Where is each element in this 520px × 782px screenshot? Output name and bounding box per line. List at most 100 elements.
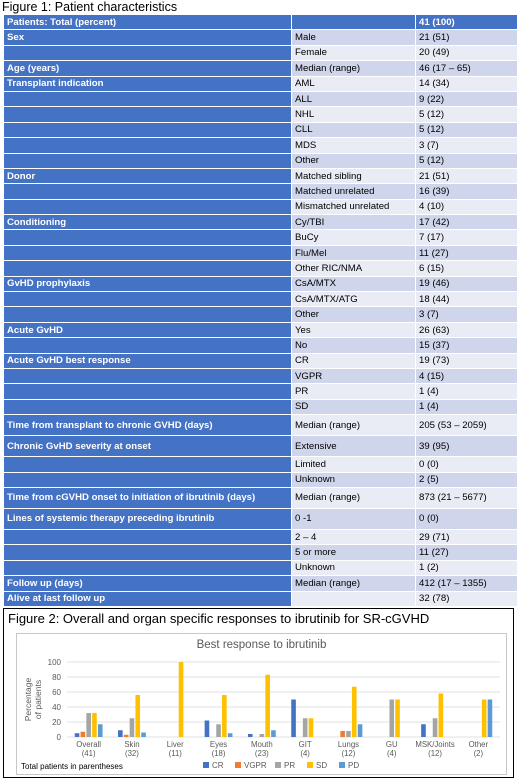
row-value: 11 (27) <box>415 244 518 262</box>
table-row: Chronic GvHD severity at onset Extensive 3… <box>3 435 518 458</box>
bar-cr-mouth <box>247 734 253 737</box>
table-row: CsA/MTX/ATG 18 (44) <box>3 291 518 308</box>
table-row: PR 1 (4) <box>3 383 518 400</box>
row-label: Lines of systemic therapy preceding ibru… <box>3 507 292 530</box>
table-header-row: Patients: Total (percent) 41 (100) <box>3 13 518 31</box>
row-category: Yes <box>291 321 416 339</box>
bar-sd-other <box>481 699 487 737</box>
row-value: 6 (15) <box>415 260 518 277</box>
table-row: Acute GvHD Yes 26 (63) <box>3 321 518 339</box>
row-value: 19 (73) <box>415 352 518 369</box>
bar-sd-git <box>308 718 314 737</box>
row-label: Sex <box>3 29 292 46</box>
table-row: Acute GvHD best response CR 19 (73) <box>3 352 518 369</box>
table-row: NHL 5 (12) <box>3 106 518 123</box>
row-value: 5 (12) <box>415 106 518 123</box>
row-category: NHL <box>291 106 416 123</box>
y-tick-label: 80 <box>52 673 61 682</box>
bar-pr-mskjoints <box>432 718 438 737</box>
table-row: MDS 3 (7) <box>3 137 518 154</box>
row-label <box>3 198 292 216</box>
table-row: Follow up (days) Median (range) 412 (17 – … <box>3 575 518 592</box>
table-row: VGPR 4 (15) <box>3 367 518 385</box>
legend-label-pr: PR <box>284 761 295 770</box>
row-category: Median (range) <box>291 60 416 77</box>
x-tick-label: Overall <box>76 740 101 749</box>
row-category: CsA/MTX/ATG <box>291 291 416 308</box>
row-label <box>3 398 292 416</box>
row-category: 0 -1 <box>291 507 416 530</box>
row-category: Unknown <box>291 471 416 488</box>
bar-cr-mskjoints <box>421 724 426 737</box>
bar-cr-skin <box>118 730 123 737</box>
row-label <box>3 44 292 62</box>
header-label: Patients: Total (percent) <box>3 13 292 31</box>
table-row: CLL 5 (12) <box>3 121 518 139</box>
row-value: 3 (7) <box>415 137 518 154</box>
row-category: Male <box>291 29 416 46</box>
row-category: Other <box>291 306 416 323</box>
y-tick-label: 0 <box>57 733 62 742</box>
row-label <box>3 367 292 385</box>
row-category: Cy/TBI <box>291 214 416 231</box>
bar-vgpr-skin <box>123 734 129 737</box>
x-tick-count: (41) <box>82 749 96 758</box>
row-value: 3 (7) <box>415 306 518 323</box>
x-tick-label: Mouth <box>251 740 273 749</box>
row-value: 4 (10) <box>415 198 518 216</box>
header-value: 41 (100) <box>415 13 518 31</box>
row-label: Time from cGVHD onset to initiation of i… <box>3 486 292 509</box>
x-tick-label: Eyes <box>210 740 227 749</box>
row-label <box>3 183 292 200</box>
bar-pr-lungs <box>346 731 351 737</box>
row-value: 19 (46) <box>415 275 518 293</box>
figure1-title: Figure 1: Patient characteristics <box>2 0 178 14</box>
row-label: Alive at last follow up <box>3 590 292 607</box>
row-label <box>3 106 292 123</box>
table-row: Time from transplant to chronic GVHD (da… <box>3 414 518 437</box>
x-tick-count: (12) <box>428 749 442 758</box>
row-category: Mismatched unrelated <box>291 198 416 216</box>
row-value: 11 (27) <box>415 544 518 561</box>
bar-pd-skin <box>141 732 146 737</box>
y-axis-label: of patients <box>33 680 43 719</box>
bar-cr-eyes <box>204 720 210 737</box>
row-value: 0 (0) <box>415 456 518 473</box>
bar-cr-git <box>291 699 296 737</box>
table-row: Donor Matched sibling 21 (51) <box>3 167 518 185</box>
legend-swatch-pr <box>275 762 281 768</box>
bar-sd-eyes <box>222 695 227 737</box>
table-row: Unknown 2 (5) <box>3 471 518 488</box>
x-tick-label: GIT <box>299 740 312 749</box>
response-chart-svg: Best response to ibrutinib Percentage of p… <box>21 639 500 771</box>
row-label: Acute GvHD best response <box>3 352 292 369</box>
bar-sd-overall <box>92 713 97 737</box>
x-tick-count: (23) <box>255 749 269 758</box>
y-tick-label: 60 <box>52 688 61 697</box>
row-category: SD <box>291 398 416 416</box>
row-label <box>3 137 292 154</box>
table-row: Limited 0 (0) <box>3 456 518 473</box>
table-row: Mismatched unrelated 4 (10) <box>3 198 518 216</box>
x-tick-count: (18) <box>212 749 226 758</box>
row-value: 0 (0) <box>415 507 518 530</box>
row-value: 18 (44) <box>415 291 518 308</box>
row-value: 14 (34) <box>415 75 518 92</box>
row-value: 39 (95) <box>415 435 518 458</box>
bar-pr-eyes <box>216 724 221 737</box>
row-label: Donor <box>3 167 292 185</box>
bar-sd-skin <box>135 695 141 737</box>
x-tick-label: GU <box>386 740 398 749</box>
bar-pr-gu <box>389 699 395 737</box>
y-tick-label: 20 <box>52 718 61 727</box>
response-chart: Best response to ibrutinib Percentage of p… <box>16 633 507 775</box>
row-category: Female <box>291 44 416 62</box>
row-category: BuCy <box>291 229 416 246</box>
row-label <box>3 306 292 323</box>
bar-pd-overall <box>97 724 103 737</box>
bar-sd-gu <box>395 699 400 737</box>
table-row: GvHD prophylaxis CsA/MTX 19 (46) <box>3 275 518 293</box>
table-row: SD 1 (4) <box>3 398 518 416</box>
row-label: Transplant indication <box>3 75 292 92</box>
row-value: 2 (5) <box>415 471 518 488</box>
